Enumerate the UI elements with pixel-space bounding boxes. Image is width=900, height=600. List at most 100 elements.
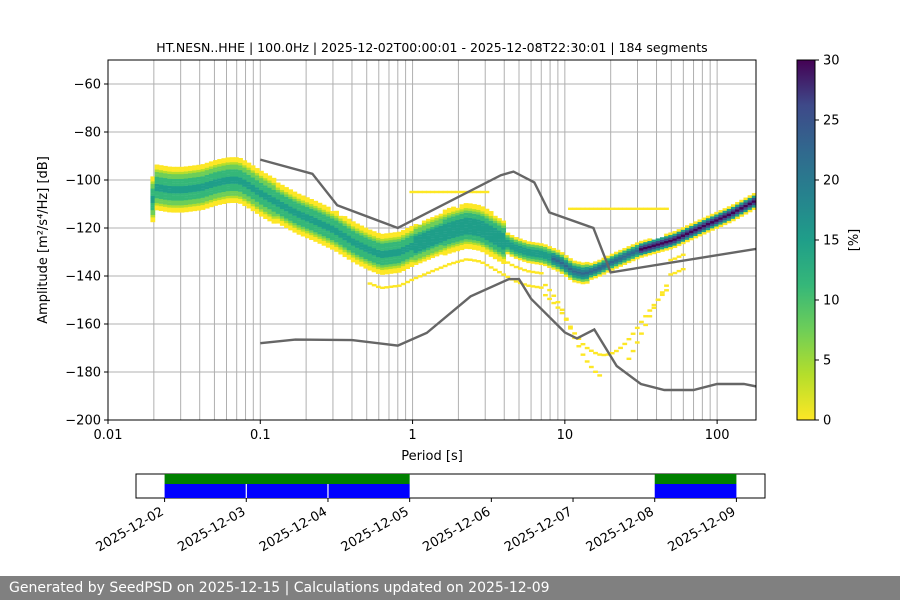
psd-cell (488, 215, 494, 219)
psd-cell (380, 253, 385, 256)
psd-cell (568, 270, 573, 273)
psd-cell (634, 251, 640, 255)
psd-cell (409, 240, 415, 243)
psd-cell (167, 202, 172, 206)
psd-cell (167, 188, 172, 191)
psd-cell (292, 191, 298, 195)
psd-cell (534, 285, 540, 289)
psd-cell (601, 264, 607, 268)
psd-cell (492, 242, 498, 245)
psd-cell (313, 208, 319, 211)
psd-cell (517, 252, 523, 256)
psd-cell (421, 244, 427, 248)
psd-cell (739, 214, 745, 217)
psd-cell (480, 213, 486, 217)
psd-cell (263, 204, 268, 208)
psd-cell (476, 221, 481, 225)
psd-cell (434, 251, 440, 254)
psd-cell (534, 261, 540, 265)
psd-cell (718, 222, 724, 225)
psd-cell (488, 211, 494, 214)
psd-cell (680, 241, 686, 245)
psd-cell (588, 207, 594, 210)
psd-cell (526, 243, 532, 247)
psd-cell (626, 253, 632, 256)
psd-cell (171, 181, 177, 184)
psd-cell (472, 216, 477, 219)
psd-cell (154, 188, 160, 192)
psd-cell (267, 177, 273, 181)
psd-cell (300, 229, 306, 232)
psd-cell (192, 186, 197, 190)
psd-cell (417, 241, 423, 245)
psd-cell (342, 254, 348, 258)
psd-cell (714, 219, 720, 222)
psd-cell (288, 227, 294, 231)
psd-cell (401, 268, 406, 271)
psd-cell (505, 234, 511, 238)
psd-cell (463, 246, 469, 249)
psd-cell (472, 235, 477, 238)
psd-cell (438, 223, 444, 226)
psd-cell (526, 246, 532, 249)
psd-cell (735, 216, 740, 220)
psd-cell (350, 242, 356, 246)
psd-cell (221, 158, 227, 161)
psd-cell (451, 240, 456, 243)
psd-cell (279, 208, 285, 212)
psd-cell (221, 170, 227, 173)
psd-cell (701, 227, 707, 230)
psd-cell (392, 234, 398, 238)
psd-cell (192, 189, 197, 192)
psd-cell (292, 203, 298, 207)
psd-cell (158, 182, 164, 185)
psd-cell (497, 249, 502, 252)
psd-cell (380, 286, 385, 290)
psd-cell (563, 262, 569, 265)
psd-cell (580, 281, 586, 285)
psd-cell (563, 269, 569, 273)
psd-cell (183, 195, 189, 198)
psd-cell (672, 240, 678, 244)
psd-cell (259, 199, 264, 203)
psd-cell (254, 196, 260, 200)
psd-cell (421, 246, 427, 250)
psd-cell (204, 193, 210, 197)
psd-cell (451, 206, 456, 210)
psd-cell (751, 200, 756, 203)
psd-cell (630, 253, 636, 257)
psd-cell (196, 198, 202, 202)
psd-cell (626, 357, 632, 361)
psd-cell (572, 275, 578, 278)
psd-cell (292, 218, 298, 221)
psd-cell (263, 199, 268, 203)
psd-cell (267, 211, 273, 215)
psd-cell (718, 217, 724, 220)
psd-cell (242, 167, 248, 171)
psd-cell (271, 199, 277, 203)
psd-cell (497, 242, 502, 245)
psd-cell (380, 257, 385, 261)
psd-cell (664, 243, 669, 246)
psd-cell (167, 197, 172, 201)
psd-cell (288, 206, 294, 209)
psd-cell (551, 264, 557, 268)
psd-cell (321, 231, 327, 234)
psd-cell (263, 173, 268, 176)
psd-cell (233, 169, 239, 172)
psd-cell (446, 207, 452, 211)
psd-cell (626, 248, 632, 252)
psd-cell (605, 255, 611, 259)
psd-cell (158, 208, 164, 212)
psd-cell (384, 238, 390, 241)
psd-cell (196, 174, 202, 178)
psd-cell (409, 249, 415, 253)
psd-cell (714, 226, 720, 229)
psd-cell (342, 225, 348, 229)
psd-cell (267, 194, 273, 198)
psd-cell (451, 249, 456, 253)
psd-cell (530, 253, 536, 257)
psd-cell (584, 264, 590, 267)
psd-cell (171, 166, 177, 170)
psd-cell (572, 332, 578, 335)
